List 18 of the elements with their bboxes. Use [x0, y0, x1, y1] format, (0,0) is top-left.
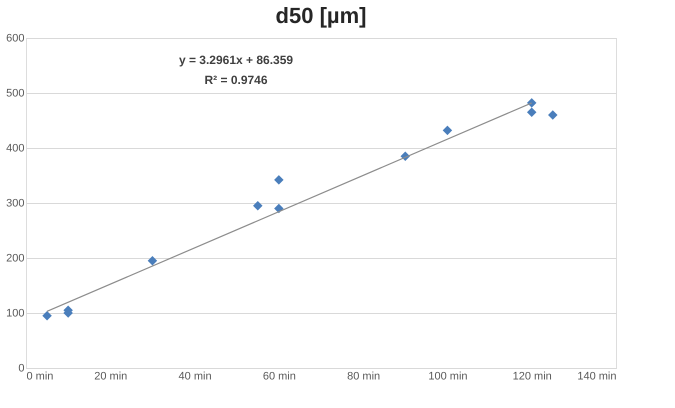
x-tick-label: 60 min [262, 370, 296, 382]
annotation: R² = 0.9746 [204, 73, 268, 87]
y-tick-label: 0 [18, 362, 24, 374]
x-tick-label: 40 min [178, 370, 212, 382]
x-tick-label: 100 min [428, 370, 468, 382]
x-tick-label: 120 min [512, 370, 552, 382]
x-tick-label: 140 min [577, 370, 616, 382]
y-tick-label: 200 [6, 252, 24, 264]
y-tick-label: 600 [6, 32, 24, 44]
y-tick-label: 100 [6, 308, 24, 320]
chart-title: d50 [µm] [276, 3, 366, 28]
x-tick-label: 20 min [94, 370, 128, 382]
y-tick-label: 500 [6, 88, 24, 100]
x-tick-label: 80 min [347, 370, 380, 382]
annotation: y = 3.2961x + 86.359 [178, 53, 294, 67]
y-tick-label: 400 [6, 142, 24, 154]
y-tick-label: 300 [6, 198, 24, 210]
x-tick-label: 0 min [26, 370, 54, 382]
